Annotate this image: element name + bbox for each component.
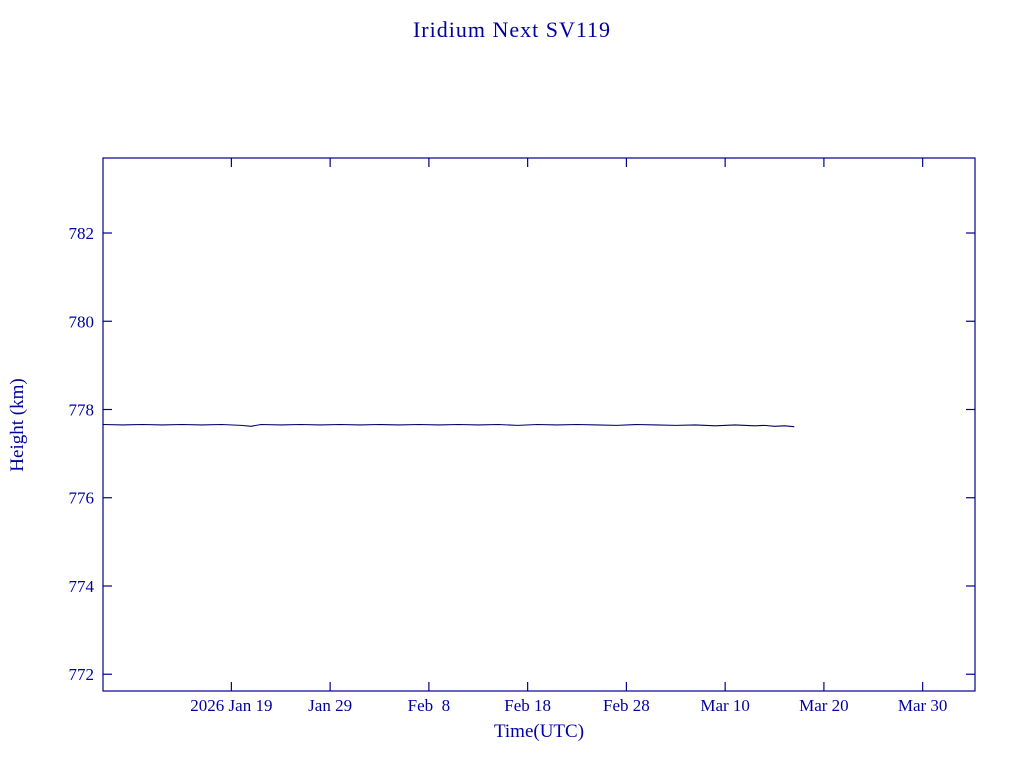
x-tick-label: Feb 8	[408, 696, 451, 715]
y-tick-label: 774	[69, 577, 95, 596]
x-tick-label: Mar 30	[898, 696, 948, 715]
y-tick-label: 780	[69, 312, 95, 331]
chart-title: Iridium Next SV119	[412, 17, 612, 42]
x-tick-label: Mar 10	[700, 696, 750, 715]
x-tick-label: Feb 18	[504, 696, 551, 715]
x-tick-label: Jan 29	[308, 696, 352, 715]
x-tick-label: 2026 Jan 19	[190, 696, 272, 715]
y-axis-label: Height (km)	[7, 378, 28, 472]
y-tick-label: 776	[69, 489, 95, 508]
y-tick-label: 778	[69, 400, 95, 419]
y-tick-label: 782	[69, 224, 95, 243]
y-tick-label: 772	[69, 665, 95, 684]
x-tick-label: Feb 28	[603, 696, 650, 715]
x-tick-label: Mar 20	[799, 696, 849, 715]
x-axis-label: Time(UTC)	[493, 721, 585, 742]
data-line	[102, 423, 795, 428]
